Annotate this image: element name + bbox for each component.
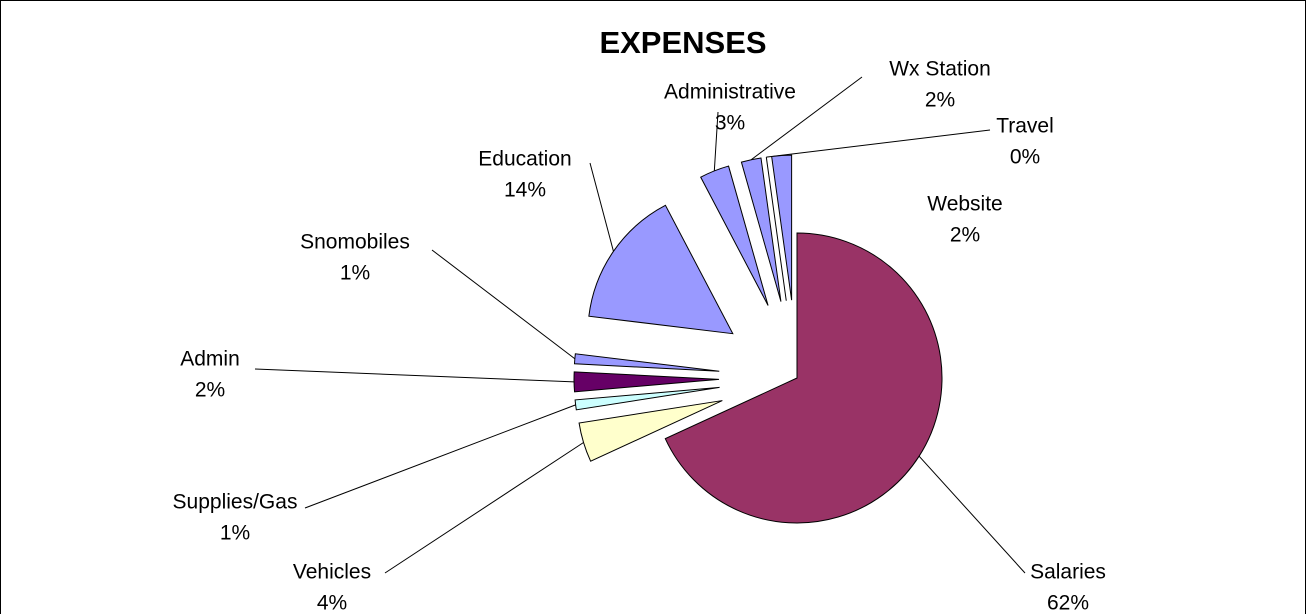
- slice-value-label: 0%: [1010, 146, 1040, 169]
- leader-line: [589, 162, 614, 252]
- pie-slice: [765, 157, 787, 301]
- leader-line: [384, 442, 584, 574]
- pie-slice: [771, 154, 793, 301]
- slice-label: Travel: [996, 115, 1054, 138]
- slice-value-label: 2%: [950, 224, 980, 247]
- leader-line: [431, 249, 576, 360]
- leader-line: [254, 368, 575, 383]
- chart-title: EXPENSES: [599, 25, 766, 60]
- pie-slice: [573, 353, 720, 372]
- slice-label: Snomobiles: [300, 231, 410, 254]
- slice-value-label: 62%: [1047, 592, 1089, 614]
- slice-label: Education: [478, 148, 571, 171]
- pie-slice: [664, 232, 943, 524]
- pie-slice: [588, 204, 734, 335]
- slice-label: Admin: [180, 348, 240, 371]
- slice-value-label: 4%: [317, 592, 347, 614]
- slice-value-label: 1%: [340, 262, 370, 285]
- leader-line: [304, 404, 576, 509]
- slice-label: Vehicles: [293, 561, 371, 584]
- slice-label: Website: [927, 193, 1002, 216]
- slice-label: Supplies/Gas: [173, 491, 298, 514]
- slice-value-label: 2%: [925, 89, 955, 112]
- slice-label: Wx Station: [889, 58, 991, 81]
- slice-label: Salaries: [1030, 561, 1106, 584]
- slice-label: Administrative: [664, 81, 796, 104]
- slice-value-label: 14%: [504, 179, 546, 202]
- leader-line: [750, 76, 863, 161]
- leader-line: [713, 111, 719, 171]
- slice-value-label: 2%: [195, 379, 225, 402]
- slice-value-label: 3%: [715, 112, 745, 135]
- slice-value-label: 1%: [220, 522, 250, 545]
- leader-line: [918, 455, 1026, 574]
- leader-line: [766, 129, 991, 158]
